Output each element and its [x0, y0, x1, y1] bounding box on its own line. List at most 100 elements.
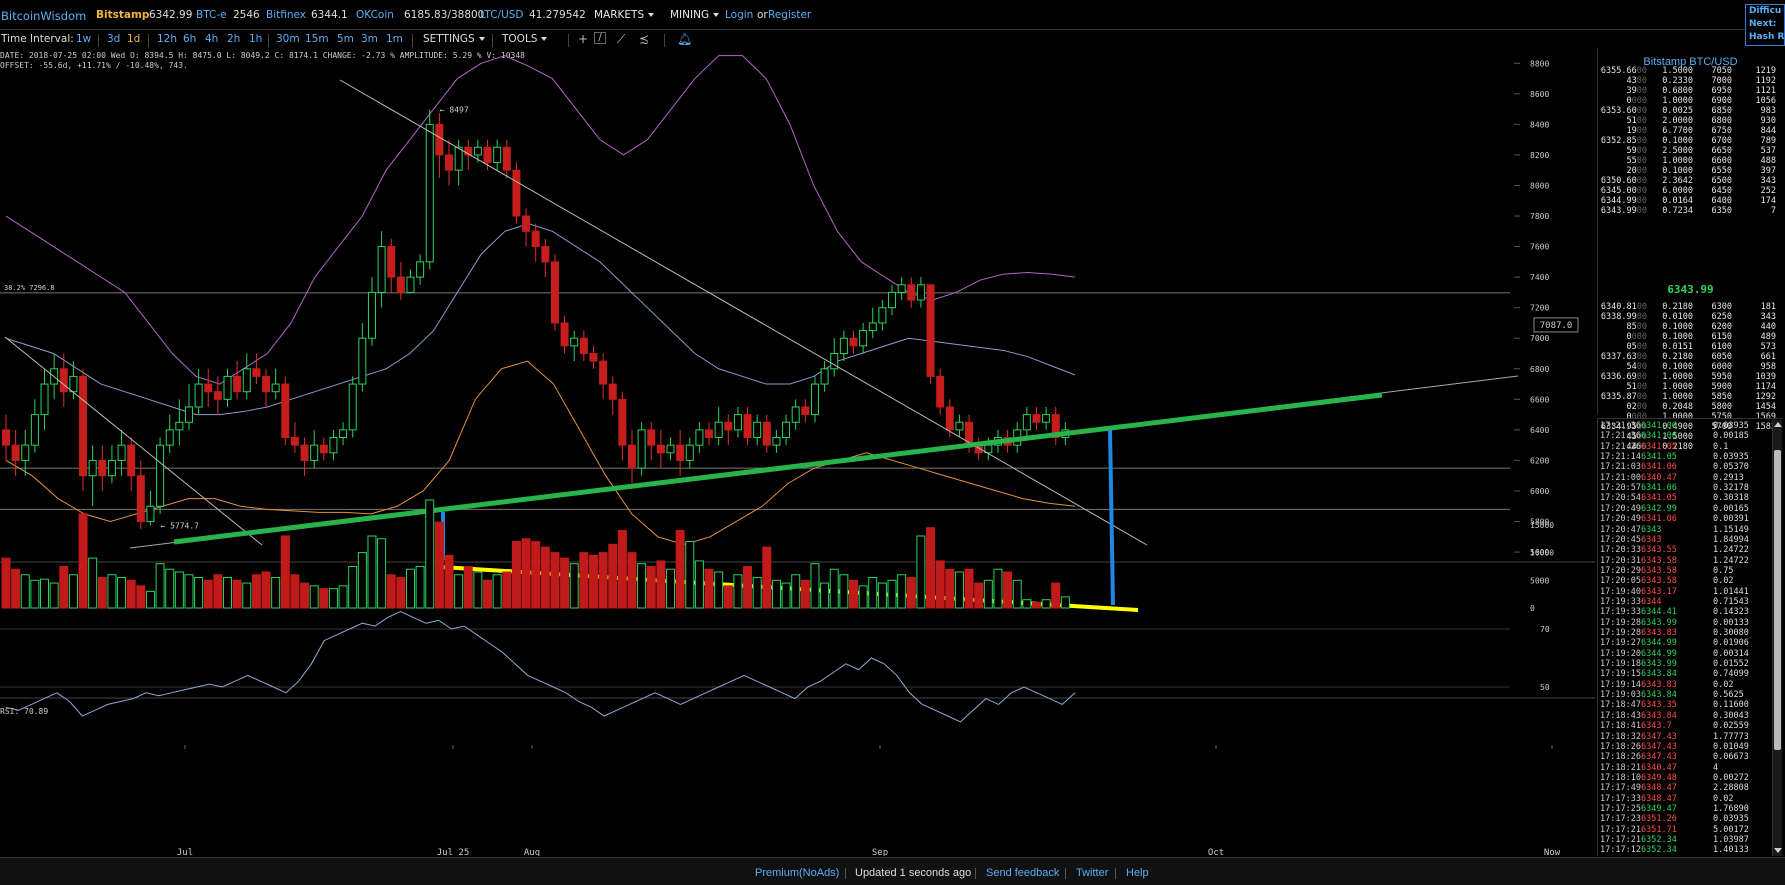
trade-row: 17:18:26 6347.43 0.01049 — [1598, 742, 1778, 752]
exchange-btce-link[interactable]: BTC-e — [196, 9, 227, 21]
annotation-marker — [1108, 429, 1115, 606]
order-row: 6338.9900 0.0100 6250 343 — [1598, 312, 1783, 322]
order-price-decimals: 00 — [1636, 176, 1647, 186]
price-chart[interactable]: 8800 8600 8400 8200 8000 7800 7600 7400 7200 7000… — [0, 48, 1595, 856]
interval-5m[interactable]: 5m — [337, 33, 354, 45]
trade-time: 17:19:33 — [1600, 596, 1641, 607]
site-logo[interactable]: BitcoinWisdom — [1, 9, 87, 23]
scroll-thumb[interactable] — [1774, 450, 1781, 750]
trades-scrollbar[interactable] — [1772, 420, 1782, 856]
volume-bar — [983, 579, 993, 609]
candle-body — [21, 444, 30, 461]
interval-1m[interactable]: 1m — [386, 33, 403, 45]
candle-body — [936, 375, 945, 408]
trade-price: 6348.47 — [1641, 793, 1677, 804]
rsi-value-label: RSI: 70.89 — [0, 707, 49, 716]
volume-bar — [184, 574, 194, 609]
order-p: 6344.9900 — [1600, 196, 1647, 206]
price-axis-label: 8400 — [1530, 120, 1549, 129]
order-price-decimals: 00 — [1636, 442, 1647, 452]
exchange-bitfinex-link[interactable]: Bitfinex — [266, 9, 306, 21]
interval-30m[interactable]: 30m — [276, 33, 300, 45]
exchange-bitstamp-link[interactable]: Bitstamp — [96, 9, 150, 21]
register-link[interactable]: Register — [768, 9, 812, 21]
volume-bar — [531, 541, 541, 609]
scroll-up-icon[interactable] — [1774, 422, 1782, 427]
volume-bar — [213, 574, 223, 609]
trade-row: 17:20:45 6343 1.84994 — [1598, 535, 1778, 545]
mining-menu[interactable]: MINING — [670, 9, 720, 21]
exchange-bitfinex-price: 6344.1 — [311, 9, 348, 21]
trade-amount: 0.05370 — [1713, 462, 1749, 473]
candle-body — [233, 375, 242, 393]
order-p: 6334.9500 — [1600, 422, 1647, 432]
candle-body — [733, 414, 742, 431]
candle-body — [849, 337, 858, 347]
interval-12h[interactable]: 12h — [157, 33, 178, 45]
interval-1d[interactable]: 1d — [127, 33, 141, 45]
candle-body — [531, 230, 540, 248]
trade-price: 6347.43 — [1641, 731, 1677, 742]
exchange-ltcusd-link[interactable]: LTC/USD — [480, 9, 524, 21]
order-b: 6350 — [1711, 206, 1732, 216]
candle-body — [550, 261, 559, 324]
crosshair-icon[interactable]: + — [578, 32, 589, 46]
volume-bar — [483, 579, 493, 609]
volume-bar — [319, 588, 329, 609]
interval-4h[interactable]: 4h — [205, 33, 219, 45]
order-a: 0.2330 — [1662, 76, 1693, 86]
order-b: 6950 — [1711, 86, 1732, 96]
trade-row: 17:20:31 6343.58 1.24722 — [1598, 556, 1778, 566]
candle-body — [589, 353, 598, 362]
trade-price: 6341.05 — [1641, 441, 1677, 452]
exchange-okcoin-link[interactable]: OKCoin — [356, 9, 394, 21]
low-marker-label: ← 5774.7 — [160, 521, 199, 530]
trade-time: 17:19:03 — [1600, 690, 1641, 701]
candle-body — [926, 284, 935, 377]
trade-row: 17:18:32 6347.43 1.77773 — [1598, 732, 1778, 742]
volume-bar — [945, 568, 955, 609]
order-a: 2.5000 — [1662, 146, 1693, 156]
login-link[interactable]: Login — [725, 9, 754, 21]
volume-axis-label: 15000 — [1530, 521, 1554, 530]
interval-3d[interactable]: 3d — [107, 33, 121, 45]
line-tool-icon[interactable]: / — [594, 32, 606, 44]
scroll-down-icon[interactable] — [1774, 848, 1782, 853]
trade-amount: 0.5625 — [1713, 690, 1744, 701]
ray-tool-icon[interactable]: ⟋ — [617, 32, 626, 46]
trade-row: 17:19:20 6344.99 0.00314 — [1598, 649, 1778, 659]
interval-1w[interactable]: 1w — [76, 33, 92, 45]
settings-menu[interactable]: SETTINGS — [423, 33, 485, 45]
order-v: 1039 — [1755, 372, 1776, 382]
candle-body — [830, 353, 839, 370]
toolbar-divider — [492, 34, 493, 47]
candle-body — [945, 406, 954, 431]
interval-3m[interactable]: 3m — [361, 33, 378, 45]
help-link[interactable]: Help — [1126, 867, 1149, 879]
send-feedback-link[interactable]: Send feedback — [986, 867, 1060, 879]
tools-menu[interactable]: TOOLS — [502, 33, 548, 45]
candle-body — [40, 383, 49, 416]
interval-15m[interactable]: 15m — [305, 33, 329, 45]
toolbar-divider — [268, 34, 269, 47]
trade-amount: 0.03935 — [1713, 452, 1749, 463]
interval-2h[interactable]: 2h — [227, 33, 241, 45]
order-a: 1.0000 — [1662, 412, 1693, 422]
order-a: 1.0000 — [1662, 392, 1693, 402]
premium-link[interactable]: Premium(NoAds) — [755, 867, 840, 879]
trade-time: 17:19:15 — [1600, 669, 1641, 680]
fib-tool-icon[interactable]: ≾ — [639, 32, 650, 46]
trade-amount: 0.00272 — [1713, 772, 1749, 783]
bell-icon[interactable]: 🔔︎ — [677, 32, 693, 46]
interval-1h[interactable]: 1h — [249, 33, 263, 45]
trade-amount: 0.11600 — [1713, 700, 1749, 711]
markets-menu[interactable]: MARKETS — [594, 9, 655, 21]
footer-divider — [1065, 868, 1066, 879]
twitter-link[interactable]: Twitter — [1076, 867, 1109, 879]
interval-6h[interactable]: 6h — [183, 33, 197, 45]
candle-body — [1051, 414, 1060, 439]
candle-body — [310, 444, 319, 461]
order-p: 6338.9900 — [1600, 312, 1647, 322]
candle-body — [965, 421, 974, 446]
order-b: 6750 — [1711, 126, 1732, 136]
